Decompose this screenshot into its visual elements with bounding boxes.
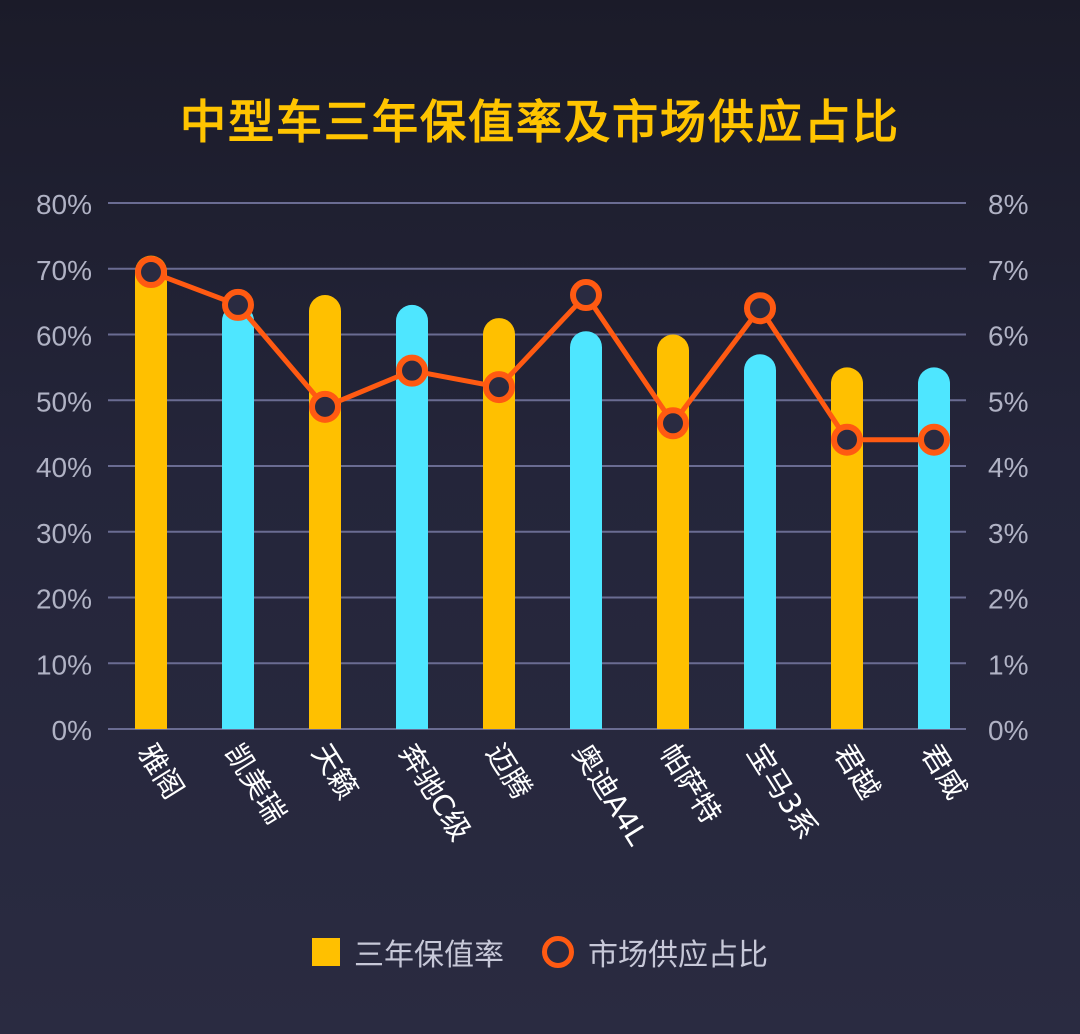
legend-item-line: 市场供应占比 — [542, 930, 768, 974]
chart-title: 中型车三年保值率及市场供应占比 — [180, 95, 900, 149]
chart-legend: 三年保值率 市场供应占比 — [0, 930, 1080, 974]
x-tick-label: 迈腾 — [479, 738, 539, 805]
line-point — [918, 423, 950, 456]
legend-bar-swatch — [312, 938, 340, 966]
x-tick-label: 帕萨特 — [653, 738, 728, 830]
bar — [222, 304, 254, 729]
legend-item-bar: 三年保值率 — [312, 930, 504, 974]
line-point — [483, 371, 515, 404]
line-point — [396, 354, 428, 387]
bar — [744, 354, 776, 729]
line-point — [135, 256, 167, 289]
y-tick-label-right: 2% — [988, 584, 1028, 615]
line-point — [744, 292, 776, 325]
x-tick-label: 天籁 — [305, 738, 365, 805]
bar — [309, 295, 341, 729]
y-tick-label-right: 4% — [988, 452, 1028, 483]
y-tick-label-left: 70% — [36, 255, 92, 286]
y-tick-label-right: 0% — [988, 715, 1028, 746]
bar — [135, 255, 167, 729]
x-tick-label: 宝马3系 — [740, 738, 825, 845]
bar — [396, 304, 428, 729]
y-tick-label-right: 5% — [988, 386, 1028, 417]
y-tick-label-left: 30% — [36, 518, 92, 549]
x-tick-label: 奔驰C级 — [392, 738, 478, 847]
x-tick-label: 凯美瑞 — [218, 738, 293, 830]
x-tick-label: 君越 — [827, 738, 887, 805]
y-tick-label-left: 0% — [52, 715, 92, 746]
y-tick-label-left: 50% — [36, 386, 92, 417]
line-point — [222, 288, 254, 321]
y-tick-label-left: 80% — [36, 189, 92, 220]
y-tick-label-right: 1% — [988, 649, 1028, 680]
line-point — [831, 423, 863, 456]
x-tick-label: 雅阁 — [131, 738, 191, 805]
bar — [570, 331, 602, 729]
line-point — [657, 407, 689, 440]
y-tick-label-left: 10% — [36, 649, 92, 680]
y-tick-label-left: 20% — [36, 584, 92, 615]
x-tick-label: 奥迪A4L — [566, 738, 654, 851]
y-tick-label-right: 6% — [988, 321, 1028, 352]
line-series — [150, 269, 934, 443]
y-tick-label-right: 3% — [988, 518, 1028, 549]
legend-line-label: 市场供应占比 — [588, 938, 768, 973]
bar — [657, 334, 689, 729]
bar — [918, 367, 950, 729]
line-point — [570, 279, 602, 312]
y-tick-label-left: 40% — [36, 452, 92, 483]
bar — [483, 318, 515, 729]
x-tick-label: 君威 — [914, 738, 974, 805]
y-tick-label-left: 60% — [36, 321, 92, 352]
line-point — [309, 390, 341, 423]
y-tick-label-right: 7% — [988, 255, 1028, 286]
legend-line-swatch — [542, 936, 574, 968]
bar — [831, 367, 863, 729]
y-tick-label-right: 8% — [988, 189, 1028, 220]
legend-bar-label: 三年保值率 — [354, 938, 504, 973]
